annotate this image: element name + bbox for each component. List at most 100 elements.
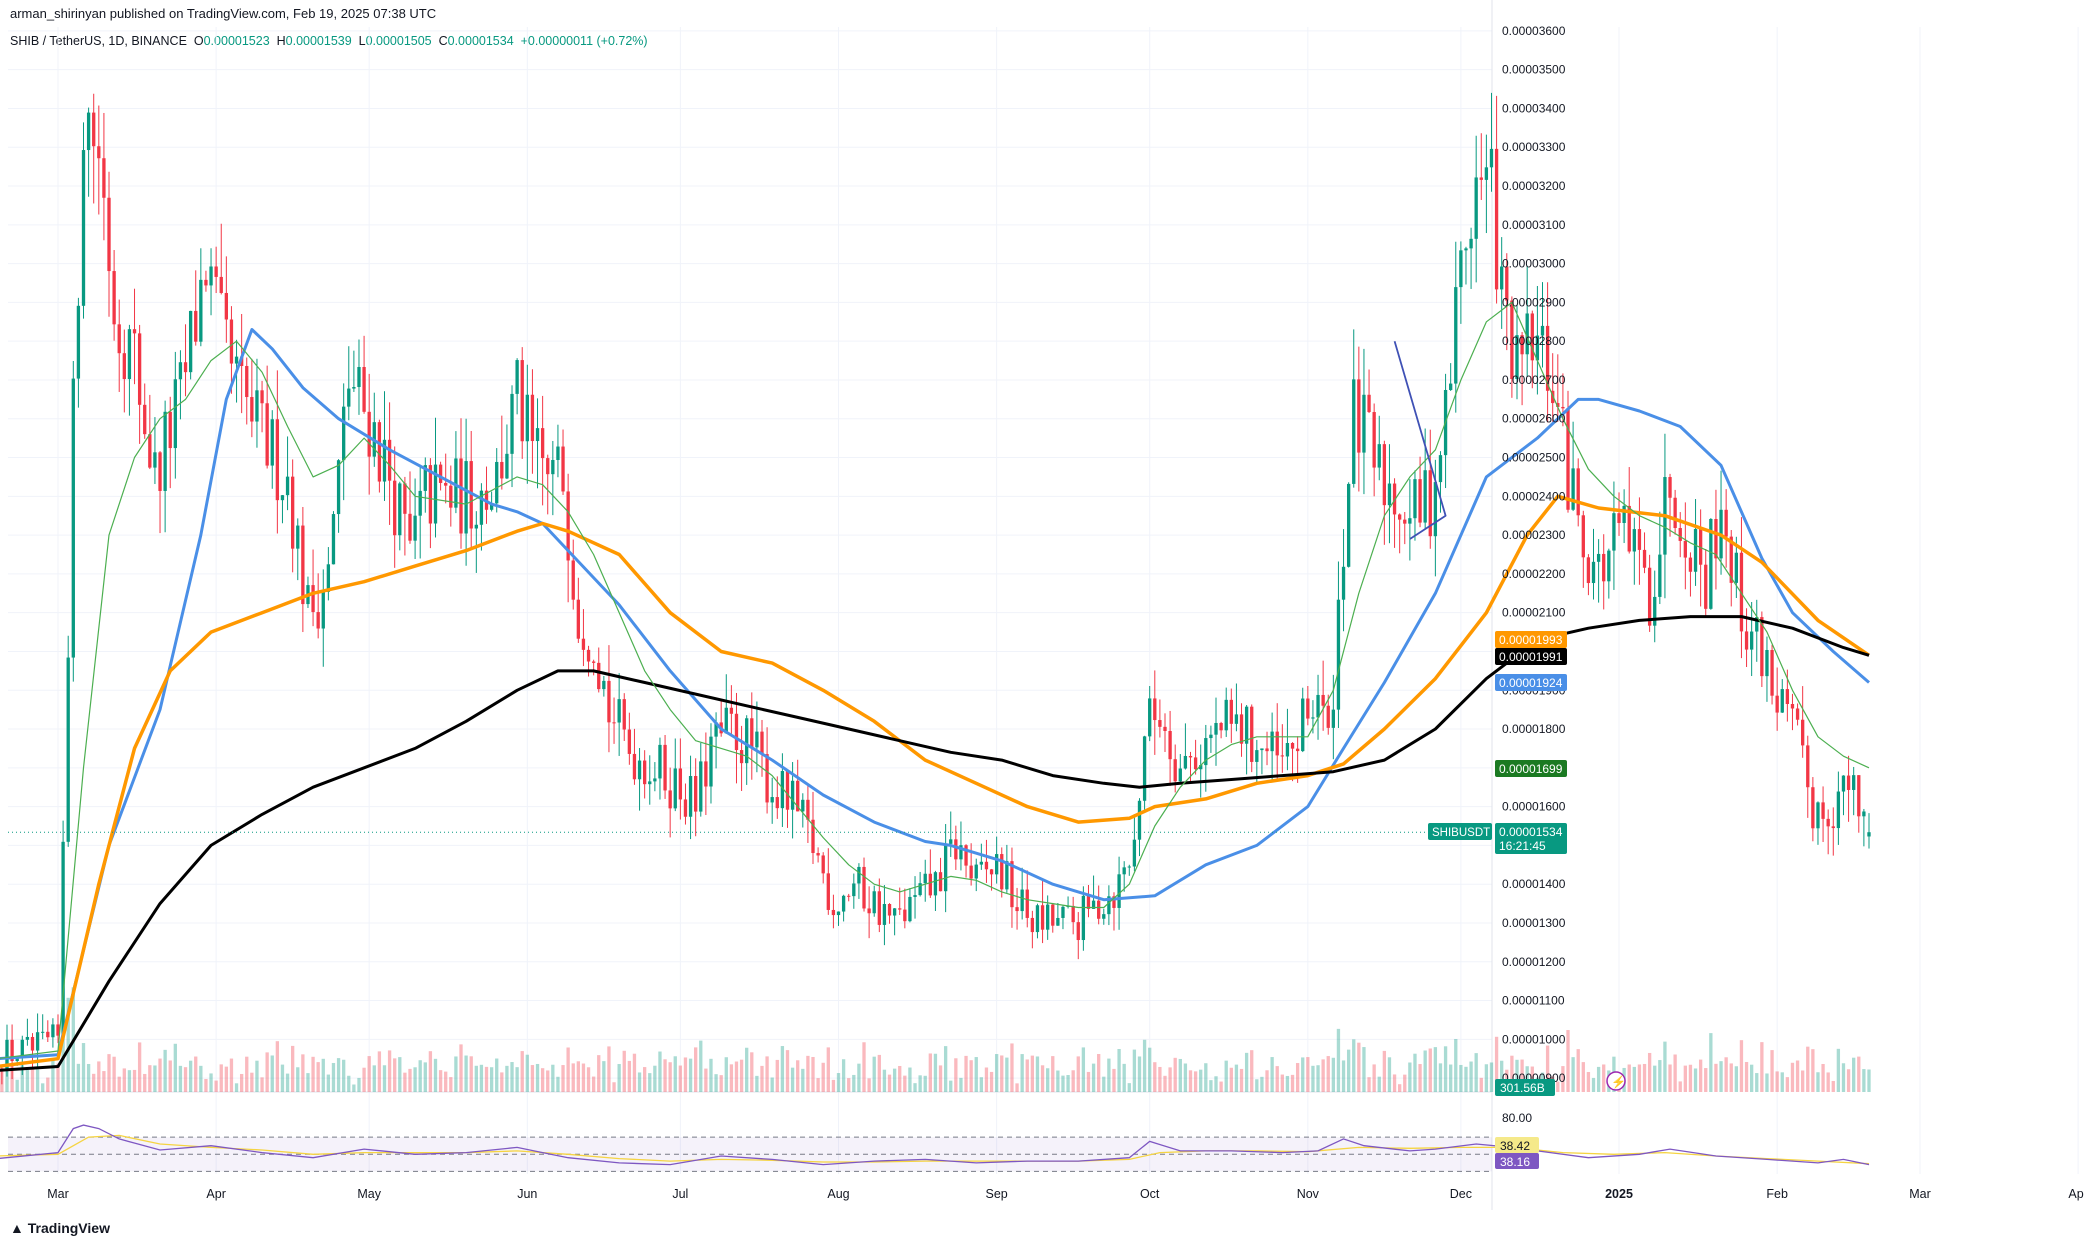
candle-body [1158, 720, 1162, 727]
candle-body [163, 411, 167, 491]
volume-bar [1311, 1065, 1315, 1092]
tradingview-logo-icon: ▲ [10, 1220, 24, 1236]
candle-body [658, 744, 662, 779]
candle-body [1270, 731, 1274, 752]
candle-body [831, 909, 836, 916]
candle-body [1193, 757, 1198, 770]
volume-bar [163, 1049, 167, 1092]
volume-bar [1285, 1075, 1290, 1092]
rsi-pane: 80.00 38.42 38.16 [0, 1111, 1870, 1172]
candle-body [1739, 552, 1744, 632]
volume-bar [1408, 1062, 1412, 1092]
candle-body [1423, 470, 1427, 523]
volume-bar [321, 1058, 325, 1092]
candle-body [882, 904, 887, 925]
volume-bar [1663, 1041, 1667, 1092]
candle-body [923, 873, 927, 884]
volume-bar [1387, 1057, 1392, 1092]
candle-body [1035, 905, 1040, 933]
volume-bar [540, 1068, 545, 1092]
volume-bar [989, 1071, 994, 1092]
volume-bar [1653, 1065, 1657, 1092]
candle-body [597, 662, 601, 690]
candle-body [265, 403, 269, 466]
price-tick-label: 0.00002300 [1502, 528, 1566, 542]
candle-body [1346, 483, 1351, 567]
volume-bar [1244, 1052, 1249, 1092]
price-tick-label: 0.00003200 [1502, 179, 1566, 193]
volume-bar [954, 1058, 958, 1092]
volume-bar [913, 1083, 917, 1092]
candle-body [1239, 714, 1244, 744]
volume-bar [561, 1065, 565, 1092]
price-tick-label: 0.00002400 [1502, 489, 1566, 503]
candle-body [530, 394, 535, 442]
volume-bar [1295, 1063, 1300, 1092]
time-label: Mar [1909, 1187, 1931, 1201]
candle-body [352, 386, 356, 389]
volume-bar [1816, 1072, 1820, 1092]
volume-bar [86, 1063, 91, 1092]
candle-body [591, 661, 596, 663]
candle-body [683, 799, 688, 817]
volume-bar [1637, 1064, 1642, 1092]
candle-body [724, 707, 728, 734]
candle-body [393, 480, 397, 536]
volume-bar [551, 1064, 555, 1092]
candle-body [1454, 287, 1458, 384]
volume-bar [1336, 1028, 1341, 1092]
volume-bar [1372, 1064, 1376, 1092]
candle-body [1459, 250, 1463, 288]
volume-bar [964, 1055, 968, 1092]
volume-bar [535, 1063, 540, 1092]
volume-bar [591, 1076, 596, 1092]
volume-bar [1709, 1033, 1713, 1092]
price-axis[interactable]: 0.00003600 0.00003500 0.00003400 0.00003300… [1502, 24, 1566, 1085]
volume-bar [423, 1062, 427, 1092]
candle-body [1148, 698, 1152, 737]
volume-bar [1744, 1061, 1749, 1092]
volume-bar [1632, 1066, 1636, 1092]
candle-body [97, 146, 101, 159]
volume-bar [1280, 1074, 1284, 1092]
candle-body [1341, 566, 1346, 600]
candle-body [1760, 617, 1764, 677]
volume-bar [398, 1057, 402, 1092]
candle-body [1107, 896, 1111, 915]
candle-body [765, 754, 769, 803]
volume-bar [1755, 1073, 1759, 1092]
volume-bar [1382, 1050, 1387, 1092]
candle-body [321, 591, 325, 629]
candle-body [188, 310, 193, 373]
volume-bar [1729, 1063, 1733, 1092]
volume-bar [1795, 1060, 1800, 1092]
volume-bar [1158, 1066, 1162, 1092]
volume-bar [1556, 1081, 1560, 1092]
symbol-name[interactable]: SHIB / TetherUS, 1D, BINANCE [10, 34, 187, 48]
candle-body [1005, 861, 1009, 890]
volume-bar [1846, 1069, 1851, 1092]
volume-bar [811, 1056, 815, 1092]
volume-bar [1760, 1042, 1764, 1092]
volume-bar [1464, 1066, 1468, 1092]
candle-body [648, 781, 652, 785]
volume-bar [301, 1054, 305, 1092]
volume-bar [260, 1077, 264, 1092]
tradingview-logo[interactable]: ▲ TradingView [10, 1220, 110, 1236]
volume-bar [887, 1074, 892, 1092]
candle-body [1326, 705, 1330, 728]
tradingview-logo-text: TradingView [27, 1220, 110, 1236]
candle-body [479, 490, 484, 525]
candle-body [1581, 515, 1585, 558]
time-axis[interactable]: Mar Apr May Jun Jul Aug Sep Oct Nov Dec 2025 Feb Mar… [47, 1187, 2084, 1201]
candle-body [566, 491, 570, 561]
candle-body [1505, 266, 1509, 301]
volume-bar [1224, 1060, 1228, 1092]
candle-body [1413, 479, 1417, 519]
candle-body [418, 490, 422, 516]
candle-body [92, 112, 96, 147]
volume-bar [1836, 1048, 1841, 1092]
volume-bar [882, 1069, 887, 1092]
volume-bar [158, 1058, 162, 1092]
